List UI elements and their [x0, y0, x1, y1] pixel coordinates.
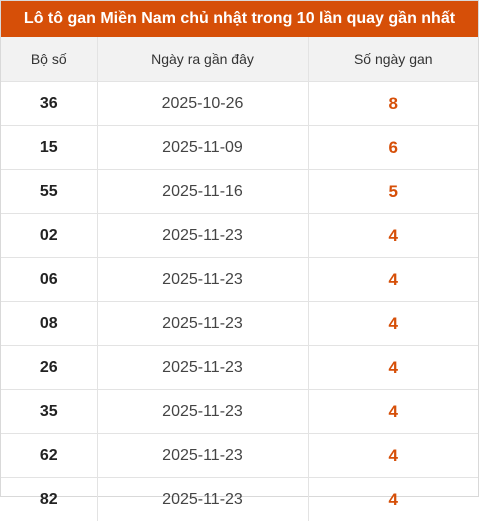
cell-date: 2025-11-23	[97, 434, 308, 478]
cell-number: 62	[1, 434, 97, 478]
table-row: 02 2025-11-23 4	[1, 214, 478, 258]
table-row: 82 2025-11-23 4	[1, 478, 478, 521]
cell-number: 06	[1, 258, 97, 302]
header-number: Bộ số	[1, 37, 97, 82]
cell-days: 4	[308, 434, 478, 478]
cell-date: 2025-11-23	[97, 214, 308, 258]
cell-days: 4	[308, 258, 478, 302]
cell-days: 5	[308, 170, 478, 214]
cell-number: 82	[1, 478, 97, 521]
header-days: Số ngày gan	[308, 37, 478, 82]
cell-days: 6	[308, 126, 478, 170]
table-row: 35 2025-11-23 4	[1, 390, 478, 434]
cell-date: 2025-11-23	[97, 478, 308, 521]
cell-days: 4	[308, 390, 478, 434]
cell-date: 2025-11-23	[97, 346, 308, 390]
cell-days: 4	[308, 346, 478, 390]
cell-number: 55	[1, 170, 97, 214]
table-row: 36 2025-10-26 8	[1, 82, 478, 126]
cell-number: 08	[1, 302, 97, 346]
cell-number: 26	[1, 346, 97, 390]
cell-days: 4	[308, 214, 478, 258]
table-header-row: Bộ số Ngày ra gần đây Số ngày gan	[1, 37, 478, 82]
cell-days: 4	[308, 302, 478, 346]
cell-date: 2025-11-23	[97, 302, 308, 346]
lotto-gan-table-container: Lô tô gan Miền Nam chủ nhật trong 10 lần…	[0, 0, 479, 497]
table-row: 15 2025-11-09 6	[1, 126, 478, 170]
cell-date: 2025-11-16	[97, 170, 308, 214]
cell-date: 2025-10-26	[97, 82, 308, 126]
cell-number: 02	[1, 214, 97, 258]
table-row: 62 2025-11-23 4	[1, 434, 478, 478]
lotto-gan-table: Bộ số Ngày ra gần đây Số ngày gan 36 202…	[1, 37, 478, 521]
table-title: Lô tô gan Miền Nam chủ nhật trong 10 lần…	[1, 1, 478, 37]
table-row: 06 2025-11-23 4	[1, 258, 478, 302]
cell-date: 2025-11-09	[97, 126, 308, 170]
cell-number: 35	[1, 390, 97, 434]
table-row: 08 2025-11-23 4	[1, 302, 478, 346]
table-row: 26 2025-11-23 4	[1, 346, 478, 390]
cell-number: 15	[1, 126, 97, 170]
header-date: Ngày ra gần đây	[97, 37, 308, 82]
table-row: 55 2025-11-16 5	[1, 170, 478, 214]
cell-days: 8	[308, 82, 478, 126]
cell-date: 2025-11-23	[97, 390, 308, 434]
cell-number: 36	[1, 82, 97, 126]
cell-date: 2025-11-23	[97, 258, 308, 302]
cell-days: 4	[308, 478, 478, 521]
